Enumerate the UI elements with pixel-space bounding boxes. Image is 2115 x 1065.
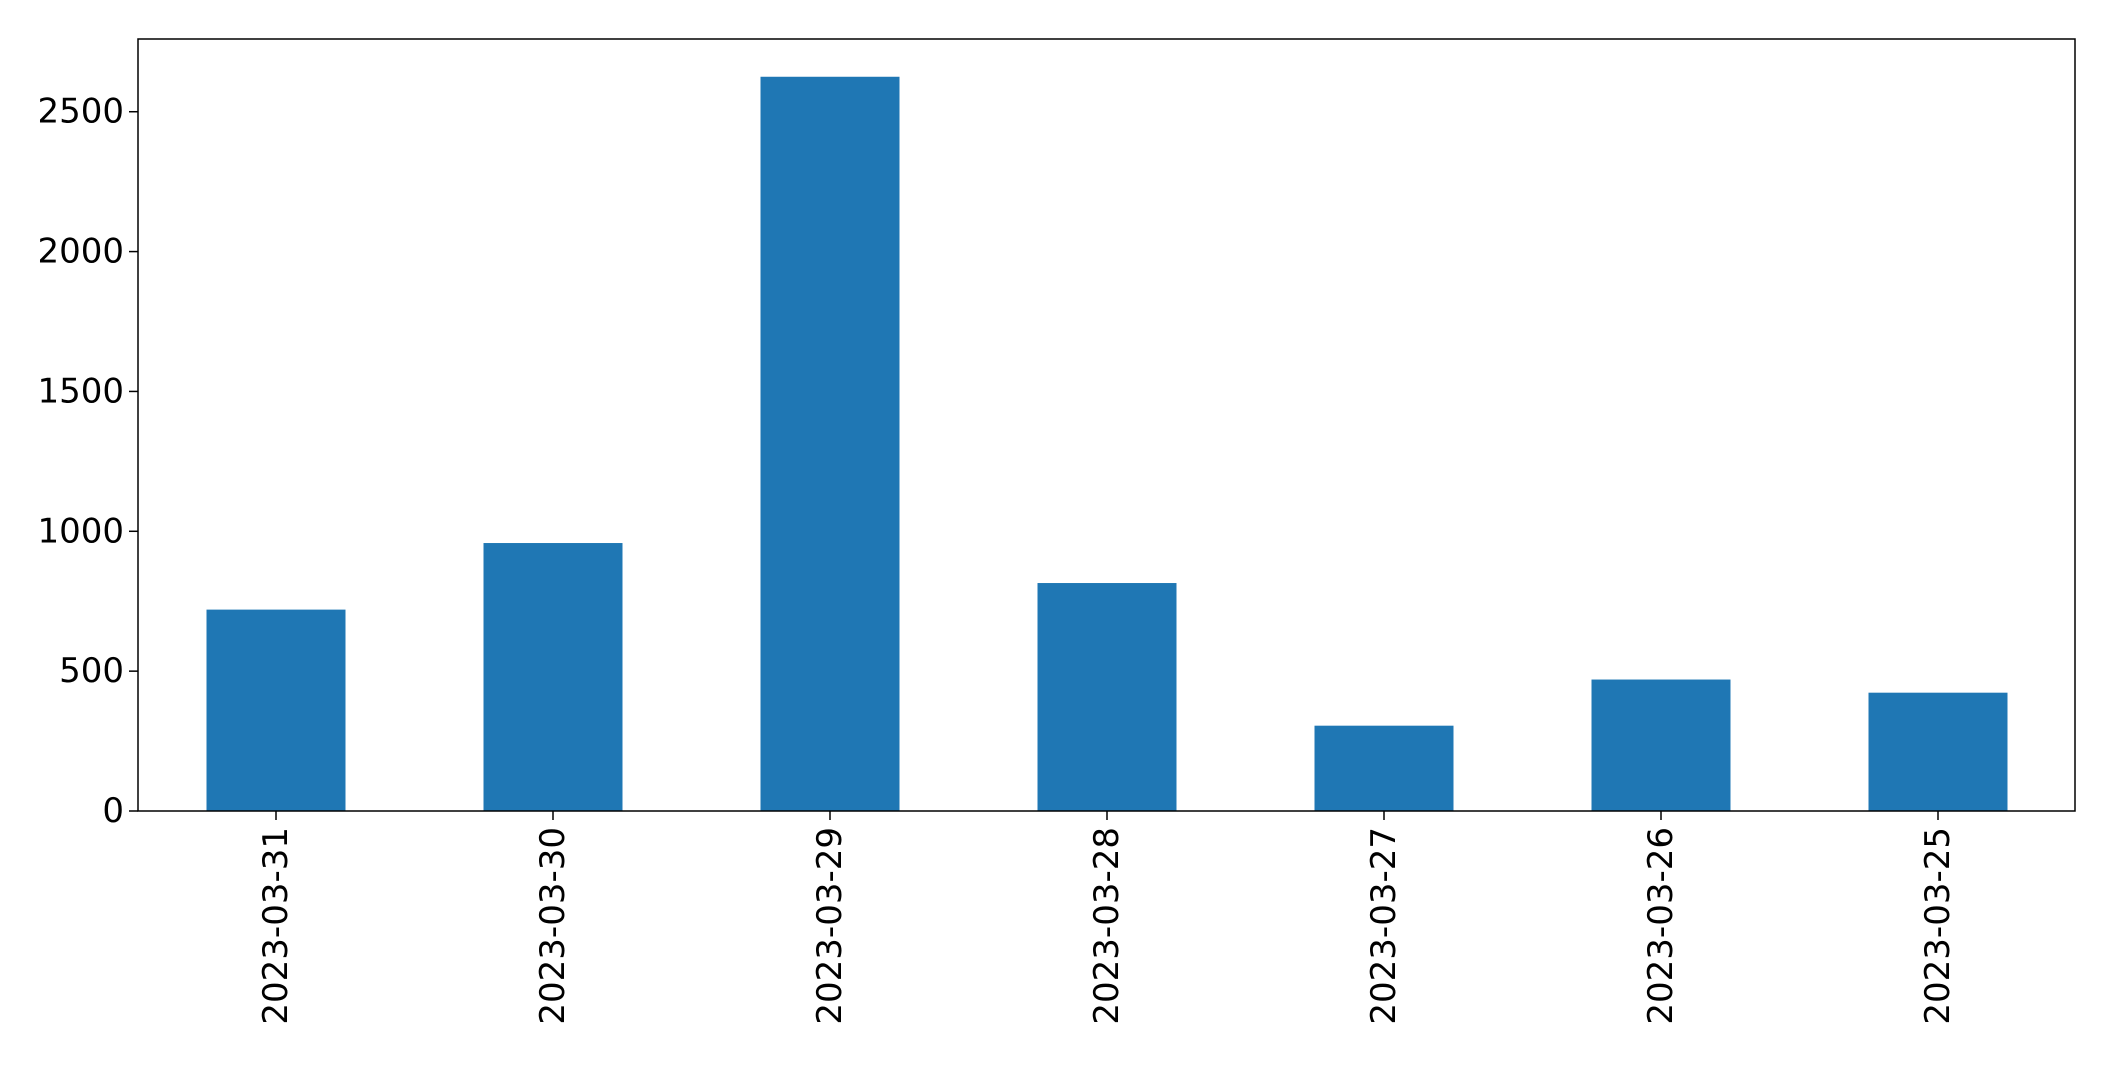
y-tick-label: 500	[59, 651, 124, 691]
y-axis: 0 500 1000 1500 2000 2500	[37, 92, 138, 831]
bar-2023-03-27	[1314, 725, 1454, 811]
x-tick-label: 2023-03-26	[1641, 827, 1681, 1025]
y-tick-label: 2000	[37, 232, 124, 272]
bars-layer	[206, 76, 2008, 812]
y-tick-label: 2500	[37, 92, 124, 132]
x-tick-label: 2023-03-30	[533, 827, 573, 1025]
bar-2023-03-28	[1037, 583, 1177, 811]
x-tick-label: 2023-03-25	[1918, 827, 1958, 1025]
y-tick-label: 1500	[37, 371, 124, 411]
plot-frame	[137, 38, 2076, 812]
y-tick-label: 1000	[37, 511, 124, 551]
x-tick-label: 2023-03-27	[1364, 827, 1404, 1025]
x-tick-label: 2023-03-28	[1087, 827, 1127, 1025]
bar-2023-03-29	[760, 76, 900, 812]
x-axis: 2023-03-31 2023-03-30 2023-03-29 2023-03-28…	[256, 811, 1958, 1025]
y-tick-label: 0	[102, 791, 124, 831]
bar-2023-03-26	[1591, 679, 1731, 811]
x-tick-label: 2023-03-29	[810, 827, 850, 1025]
x-tick-label: 2023-03-31	[256, 827, 296, 1025]
bar-2023-03-30	[483, 543, 623, 811]
bar-2023-03-31	[206, 609, 346, 811]
bar-2023-03-25	[1868, 692, 2008, 811]
